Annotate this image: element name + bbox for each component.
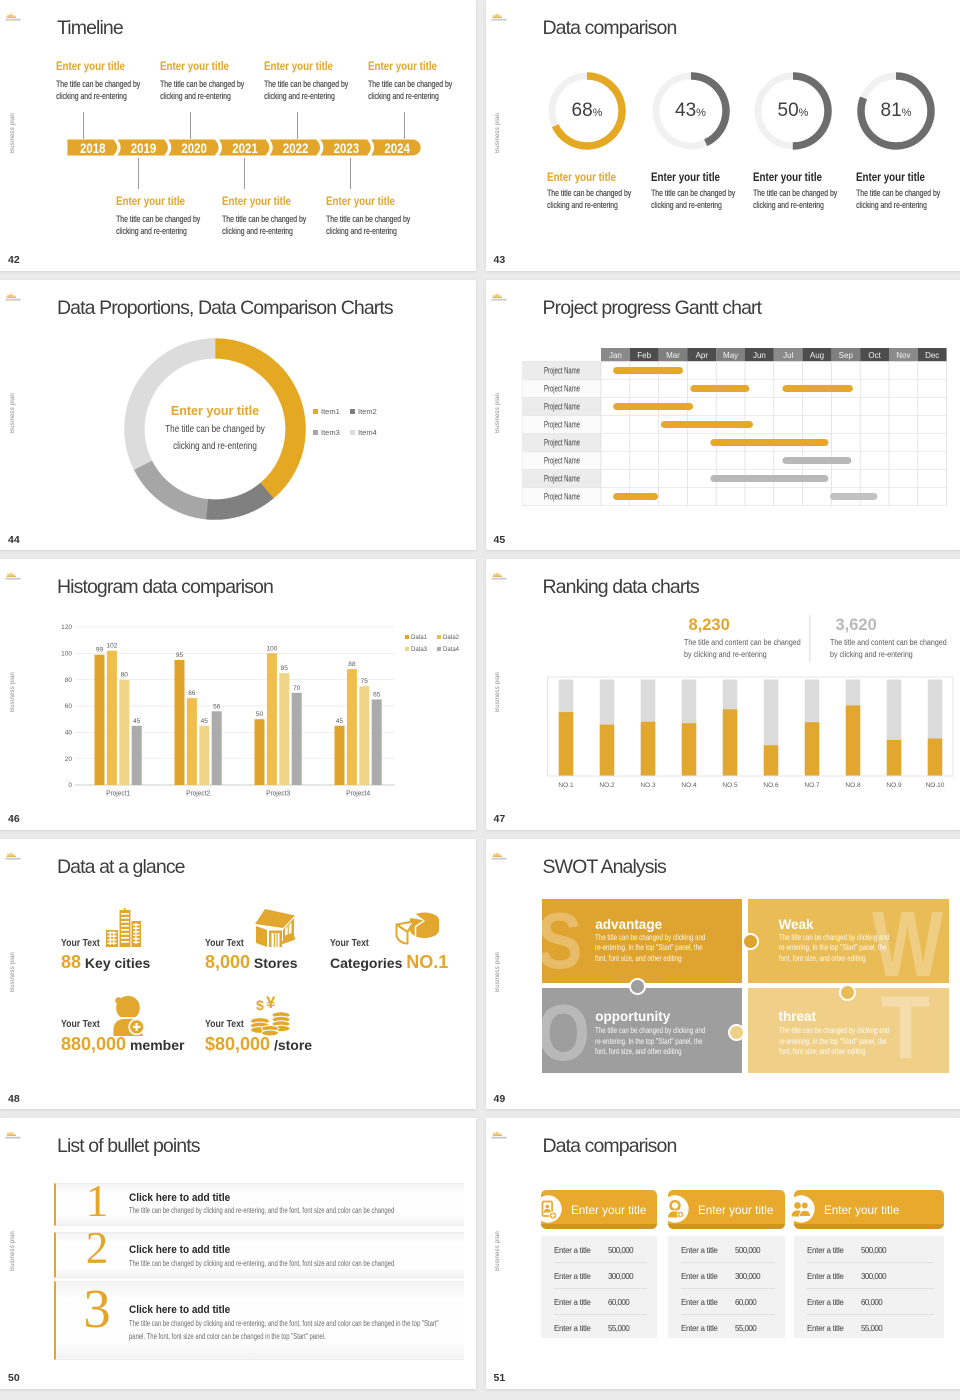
- svg-text:2022: 2022: [282, 141, 308, 156]
- svg-text:NO.8: NO.8: [845, 782, 861, 789]
- svg-text:75: 75: [361, 678, 369, 685]
- svg-text:Dec: Dec: [925, 351, 939, 360]
- svg-text:80: 80: [121, 672, 129, 679]
- svg-text:56: 56: [213, 703, 221, 710]
- svg-text:Data3: Data3: [411, 647, 428, 653]
- svg-text:Project Name: Project Name: [544, 473, 580, 483]
- svg-text:NO.10: NO.10: [925, 782, 944, 789]
- svg-text:NO.9: NO.9: [886, 782, 902, 789]
- svg-text:80: 80: [65, 677, 73, 684]
- svg-text:45: 45: [201, 718, 209, 725]
- svg-text:Project3: Project3: [266, 789, 290, 798]
- svg-text:Jun: Jun: [753, 351, 766, 360]
- svg-text:70: 70: [293, 685, 301, 692]
- svg-text:60: 60: [65, 703, 73, 710]
- svg-text:2020: 2020: [181, 141, 207, 156]
- svg-text:Project Name: Project Name: [544, 419, 580, 429]
- svg-text:100: 100: [61, 651, 72, 658]
- svg-text:Project4: Project4: [346, 789, 370, 798]
- svg-text:Aug: Aug: [810, 351, 824, 360]
- svg-text:Project2: Project2: [186, 789, 210, 798]
- svg-text:0: 0: [68, 782, 72, 789]
- svg-text:Apr: Apr: [696, 351, 709, 360]
- svg-text:20: 20: [65, 756, 73, 763]
- svg-text:Data4: Data4: [443, 647, 460, 653]
- svg-text:Project1: Project1: [106, 789, 130, 798]
- svg-text:Project Name: Project Name: [544, 401, 580, 411]
- svg-text:Feb: Feb: [637, 351, 651, 360]
- svg-text:¥: ¥: [266, 995, 276, 1012]
- svg-text:NO.3: NO.3: [640, 782, 656, 789]
- svg-text:Data2: Data2: [443, 635, 460, 641]
- svg-text:2019: 2019: [130, 141, 156, 156]
- svg-text:NO.2: NO.2: [599, 782, 615, 789]
- svg-text:Jul: Jul: [783, 351, 793, 360]
- svg-text:85: 85: [281, 665, 289, 672]
- svg-text:2024: 2024: [384, 141, 410, 156]
- svg-text:NO.1: NO.1: [558, 782, 574, 789]
- svg-text:$: $: [256, 997, 264, 1013]
- svg-text:Data1: Data1: [411, 635, 428, 641]
- svg-text:May: May: [723, 351, 738, 360]
- svg-text:Project Name: Project Name: [544, 365, 580, 375]
- svg-text:NO.7: NO.7: [804, 782, 820, 789]
- svg-text:120: 120: [61, 624, 72, 631]
- svg-text:Project Name: Project Name: [544, 491, 580, 501]
- svg-text:Jan: Jan: [609, 351, 622, 360]
- svg-text:100: 100: [266, 645, 277, 652]
- svg-text:NO.5: NO.5: [722, 782, 738, 789]
- svg-text:NO.4: NO.4: [681, 782, 697, 789]
- svg-text:50: 50: [256, 711, 264, 718]
- svg-text:Mar: Mar: [666, 351, 680, 360]
- svg-text:2018: 2018: [80, 141, 106, 156]
- svg-text:66: 66: [188, 690, 196, 697]
- svg-text:102: 102: [106, 643, 117, 650]
- svg-text:45: 45: [336, 718, 344, 725]
- svg-text:65: 65: [373, 691, 381, 698]
- svg-text:88: 88: [348, 661, 356, 668]
- svg-text:40: 40: [65, 730, 73, 737]
- svg-text:2021: 2021: [232, 141, 258, 156]
- svg-text:Project Name: Project Name: [544, 437, 580, 447]
- svg-text:NO.6: NO.6: [763, 782, 779, 789]
- svg-text:95: 95: [176, 652, 184, 659]
- svg-text:45: 45: [133, 718, 141, 725]
- svg-text:99: 99: [96, 647, 104, 654]
- svg-text:2023: 2023: [333, 141, 359, 156]
- svg-text:Sep: Sep: [839, 351, 854, 360]
- svg-text:Project Name: Project Name: [544, 383, 580, 393]
- svg-text:Project Name: Project Name: [544, 455, 580, 465]
- svg-text:Nov: Nov: [896, 351, 910, 360]
- svg-text:Oct: Oct: [868, 351, 881, 360]
